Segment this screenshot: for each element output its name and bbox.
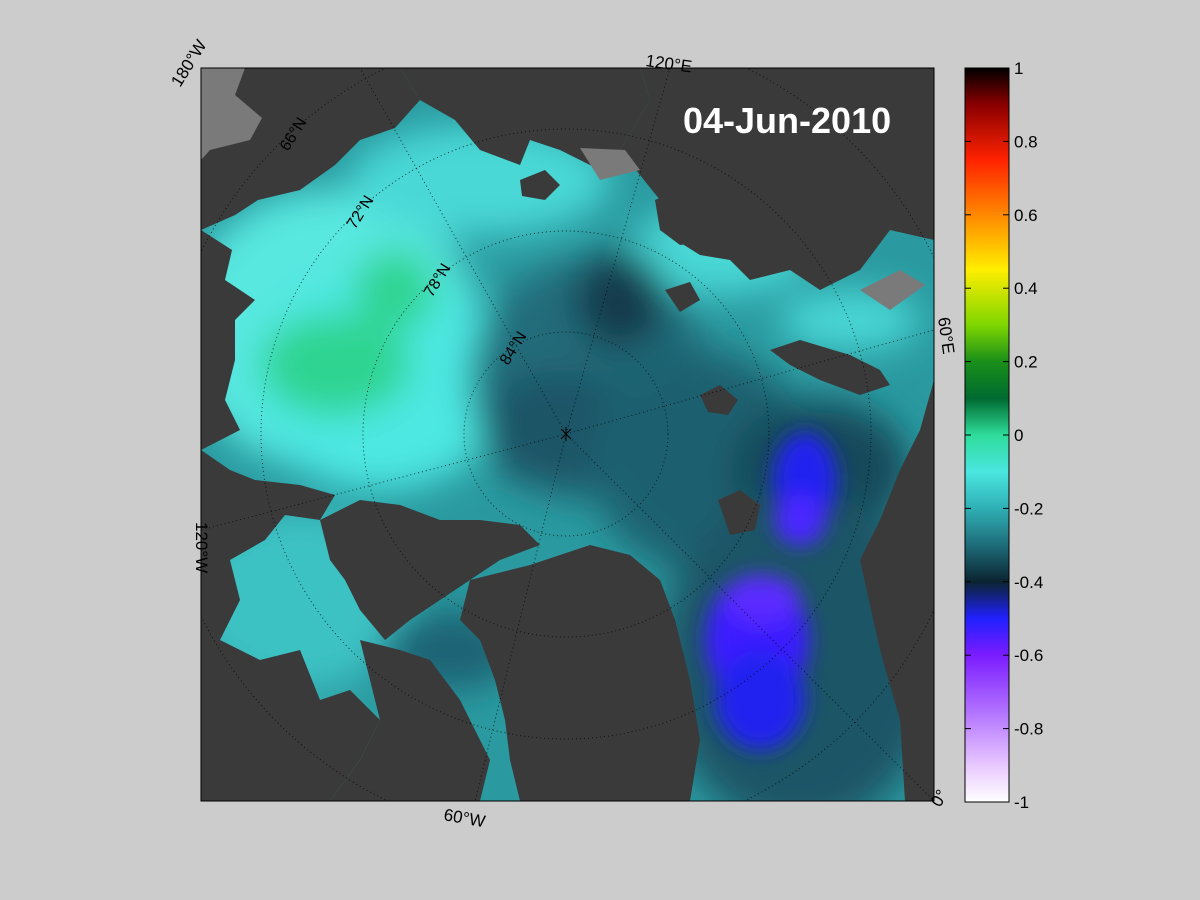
land-taymyr	[655, 180, 760, 245]
meridian-label-60w: 60°W	[442, 805, 486, 831]
colorbar-tick-label: -0.6	[1014, 646, 1043, 665]
land-baffin	[330, 640, 490, 801]
colorbar-tick-label: -0.8	[1014, 720, 1043, 739]
parallel-72	[260, 128, 872, 740]
land	[201, 68, 934, 801]
colorbar-tick-label: 0.4	[1014, 279, 1038, 298]
north-pole-marker	[560, 427, 572, 441]
colorbar-ticks: 1 0.8 0.6 0.4 0.2 0 -0.2 -0.4 -0.6 -0.8 -1	[965, 59, 1043, 812]
colorbar-tick-label: -1	[1014, 793, 1029, 812]
land-greenland	[460, 545, 700, 801]
colorbar-tick-label: 0	[1014, 426, 1023, 445]
land-alaska	[201, 230, 255, 450]
land-island-1	[520, 170, 560, 200]
colorbar-tick-label: 0.8	[1014, 132, 1038, 151]
colorbar-tick-label: -0.2	[1014, 499, 1043, 518]
land-franz-josef	[700, 385, 738, 415]
land-canada-west	[201, 450, 380, 801]
colorbar-scale	[964, 67, 1010, 803]
graticule-meridians	[201, 68, 934, 801]
colorbar-tick-label: 0.2	[1014, 353, 1038, 372]
meridian-label-120w: 120°W	[192, 522, 211, 573]
land-light	[201, 68, 925, 310]
graticule-parallels	[201, 68, 934, 801]
negative-anomaly-field	[705, 432, 837, 750]
land-light-3	[860, 270, 925, 310]
land-light-2	[580, 148, 640, 180]
land-scandinavia	[860, 380, 934, 801]
colorbar-tick-label: 0.6	[1014, 206, 1038, 225]
land-island-2	[665, 282, 700, 312]
land-light-1	[201, 68, 262, 160]
parallel-84	[463, 331, 669, 537]
land-novaya-zemlya	[770, 340, 890, 395]
colorbar-tick-label: 1	[1014, 59, 1023, 78]
land-svalbard	[718, 490, 760, 535]
colorbar: 1 0.8 0.6 0.4 0.2 0 -0.2 -0.4 -0.6 -0.8 -1	[964, 59, 1043, 812]
parallel-78	[362, 230, 770, 638]
map-frame	[200, 67, 935, 802]
land-chukotka	[201, 68, 420, 230]
meridian-label-60e: 60°E	[934, 316, 958, 355]
date-label: 04-Jun-2010	[683, 100, 891, 141]
map-panel: 66°N 72°N 78°N 84°N 04-Jun-2010	[201, 68, 934, 801]
colorbar-tick-label: -0.4	[1014, 573, 1043, 592]
land-canada-islands	[320, 500, 540, 640]
land-east-siberia	[400, 68, 650, 170]
